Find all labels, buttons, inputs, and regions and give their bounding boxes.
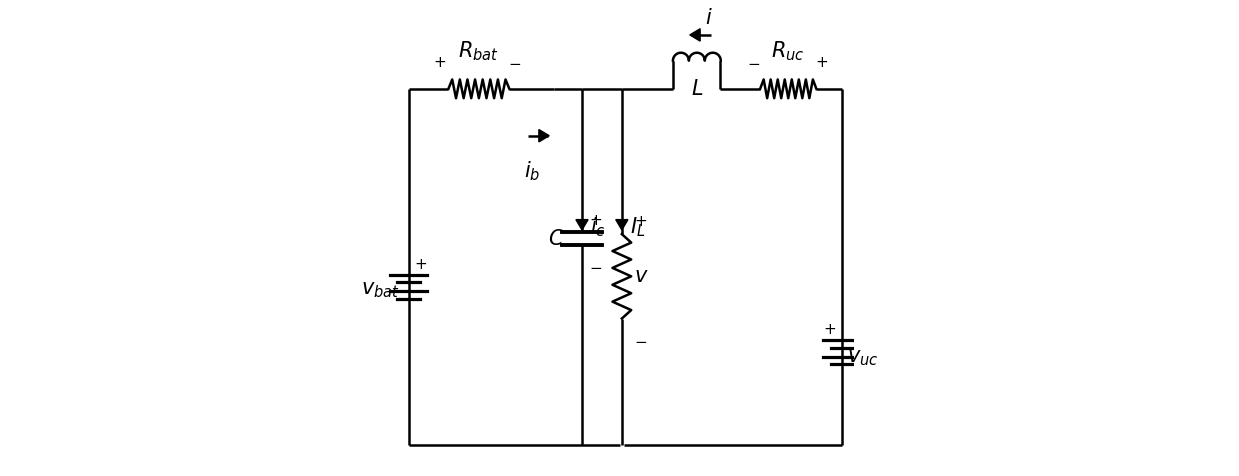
Text: $R_{bat}$: $R_{bat}$ bbox=[458, 40, 499, 63]
Text: $+$: $+$ bbox=[633, 215, 647, 229]
Text: $i$: $i$ bbox=[705, 8, 712, 28]
Text: $v_{bat}$: $v_{bat}$ bbox=[362, 280, 400, 300]
Polygon shape bbox=[690, 29, 700, 41]
Text: $-$: $-$ bbox=[589, 259, 602, 275]
Text: $+$: $+$ bbox=[589, 213, 602, 228]
Text: $I_L$: $I_L$ bbox=[631, 216, 646, 239]
Text: $+$: $+$ bbox=[824, 322, 836, 337]
Text: $C$: $C$ bbox=[548, 229, 565, 249]
Text: $+$: $+$ bbox=[815, 55, 829, 70]
Text: $i_b$: $i_b$ bbox=[524, 159, 540, 183]
Text: $v_{uc}$: $v_{uc}$ bbox=[846, 348, 878, 368]
Text: $+$: $+$ bbox=[434, 55, 446, 70]
Text: $-$: $-$ bbox=[633, 333, 647, 347]
Text: $-$: $-$ bbox=[508, 55, 522, 70]
Text: $v$: $v$ bbox=[633, 267, 648, 286]
Text: $L$: $L$ bbox=[690, 79, 703, 99]
Polygon shape bbox=[539, 129, 549, 142]
Text: $R_{uc}$: $R_{uc}$ bbox=[772, 40, 805, 63]
Polygon shape bbox=[616, 219, 628, 230]
Text: $+$: $+$ bbox=[414, 257, 427, 272]
Text: $i_c$: $i_c$ bbox=[591, 216, 606, 239]
Text: $-$: $-$ bbox=[747, 55, 760, 70]
Polygon shape bbox=[576, 219, 589, 230]
